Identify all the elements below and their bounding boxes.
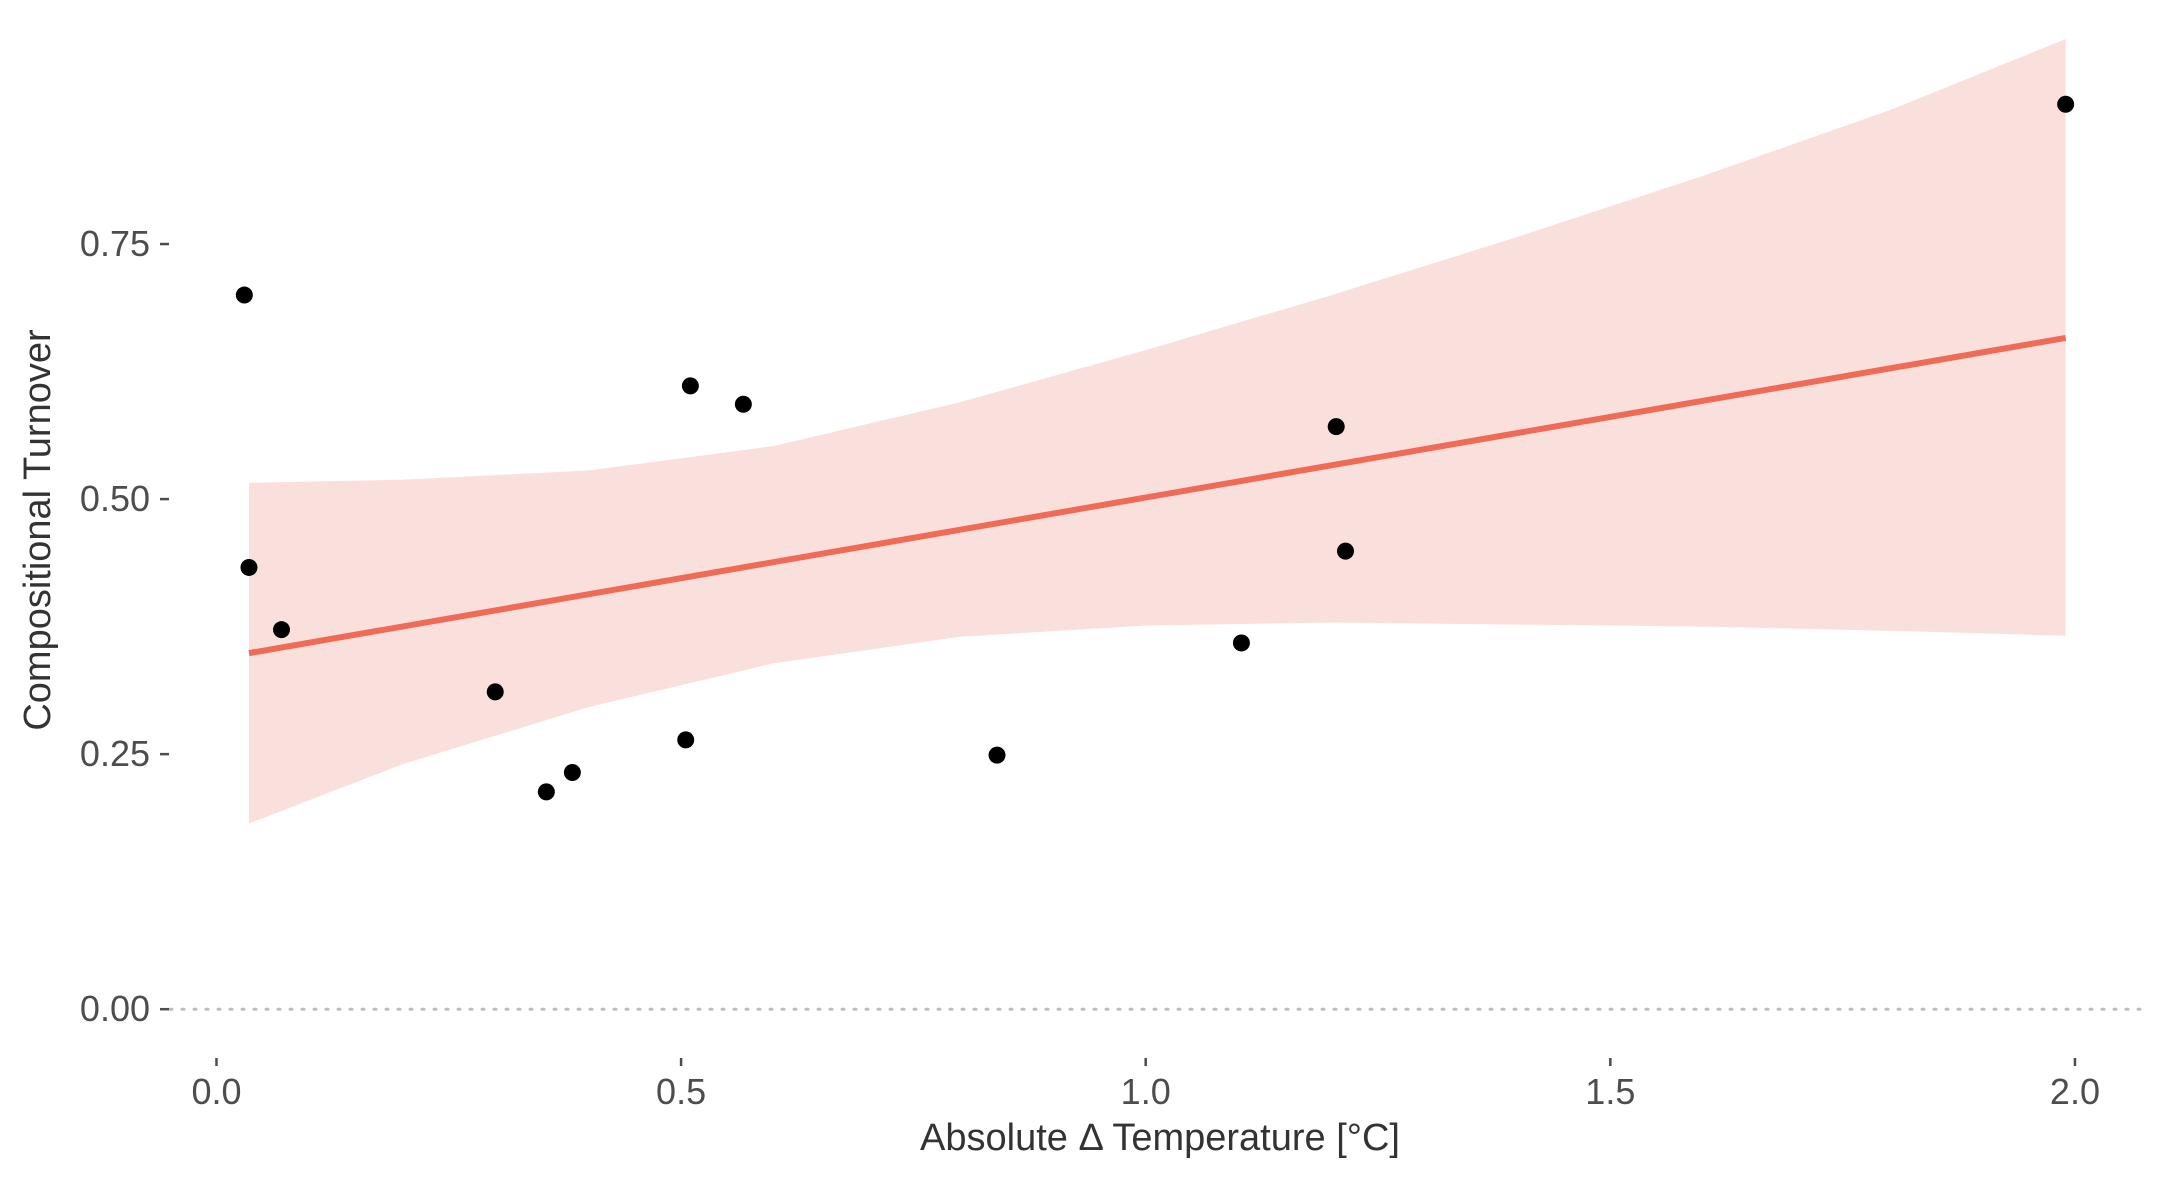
data-point	[235, 286, 253, 304]
data-point	[1327, 418, 1345, 436]
y-axis: 0.00 0.25 0.50 0.75	[80, 223, 169, 1029]
data-point	[273, 621, 291, 639]
confidence-band	[249, 39, 2066, 824]
fit-line-layer	[248, 334, 2067, 657]
x-tick-label: 1.0	[1121, 1071, 1171, 1112]
y-tick-label: 0.50	[80, 478, 150, 519]
x-tick-label: 2.0	[2050, 1071, 2100, 1112]
data-point	[486, 683, 504, 701]
points-layer	[235, 95, 2075, 801]
x-tick-label: 0.5	[656, 1071, 706, 1112]
data-point	[1336, 542, 1354, 560]
y-tick-label: 0.25	[80, 733, 150, 774]
x-tick-label: 1.5	[1585, 1071, 1635, 1112]
y-tick-label: 0.00	[80, 988, 150, 1029]
data-point	[563, 764, 581, 782]
data-point	[681, 377, 699, 395]
x-tick-label: 0.0	[191, 1071, 241, 1112]
data-point	[240, 558, 258, 576]
x-axis-title: Absolute Δ Temperature [°C]	[920, 1117, 1400, 1159]
y-tick-label: 0.75	[80, 223, 150, 264]
data-point	[2057, 95, 2075, 113]
data-point	[537, 783, 555, 801]
data-point	[1232, 634, 1250, 652]
confidence-band-layer	[249, 39, 2066, 824]
regression-line	[248, 334, 2067, 657]
data-point	[734, 395, 752, 413]
y-axis-title: Compositional Turnover	[17, 329, 59, 731]
data-point	[988, 746, 1006, 764]
x-axis: 0.0 0.5 1.0 1.5 2.0	[191, 1058, 2100, 1112]
data-point	[677, 731, 695, 749]
